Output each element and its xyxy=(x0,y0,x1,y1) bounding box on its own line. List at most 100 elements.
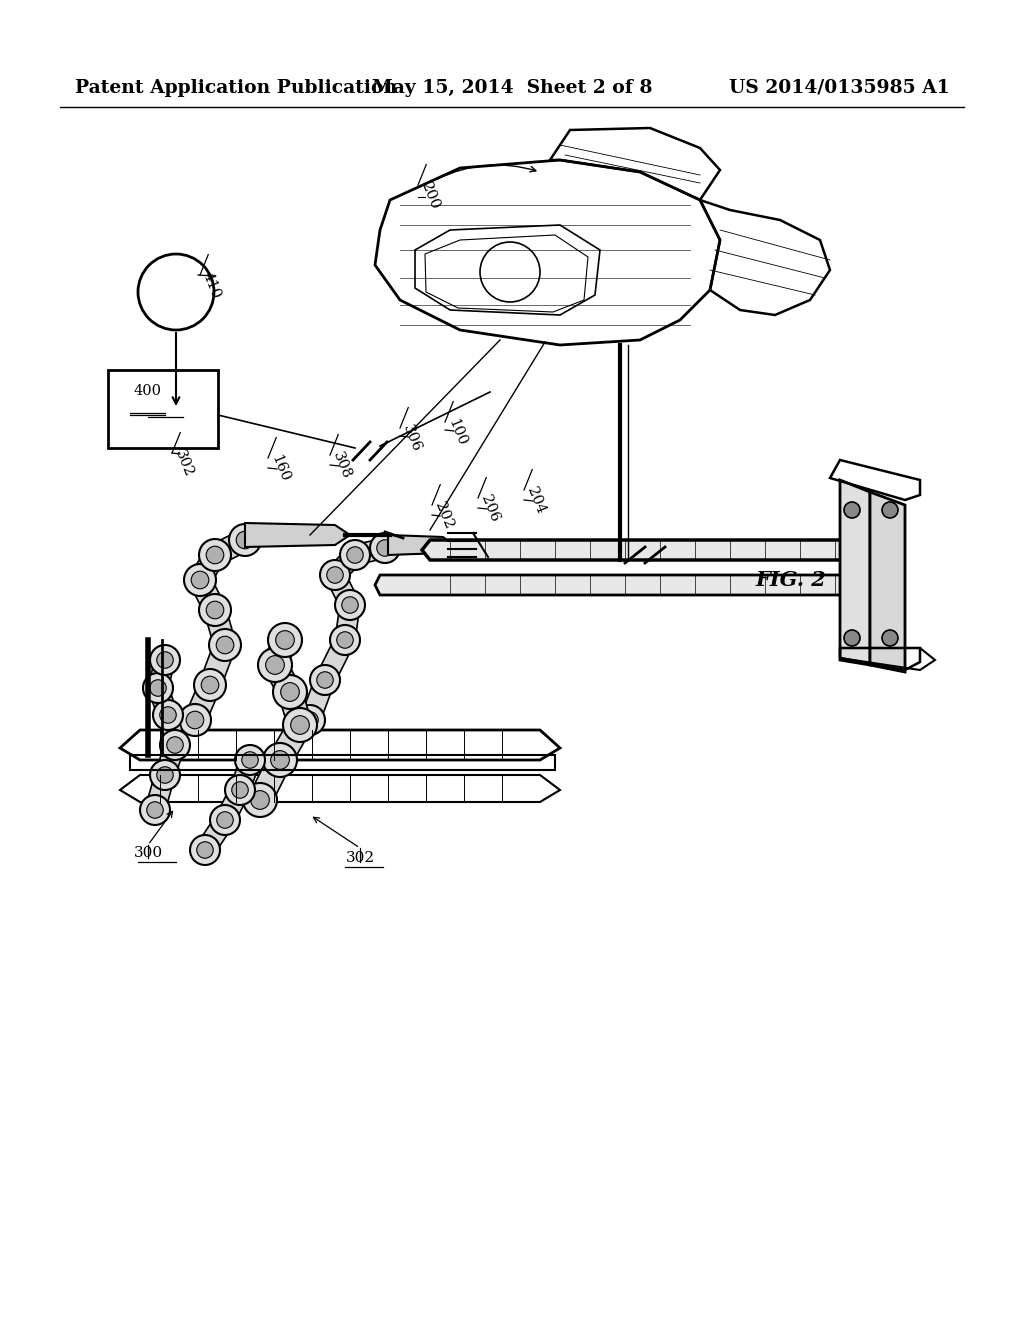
Circle shape xyxy=(275,631,294,649)
Polygon shape xyxy=(159,713,184,747)
Polygon shape xyxy=(352,539,387,565)
Circle shape xyxy=(270,751,290,770)
Polygon shape xyxy=(335,603,359,642)
Polygon shape xyxy=(190,576,225,615)
Polygon shape xyxy=(200,642,236,689)
Text: 200: 200 xyxy=(418,180,442,213)
Circle shape xyxy=(209,630,241,661)
Circle shape xyxy=(370,533,400,564)
Circle shape xyxy=(281,682,299,701)
Text: May 15, 2014  Sheet 2 of 8: May 15, 2014 Sheet 2 of 8 xyxy=(372,79,652,96)
Circle shape xyxy=(146,801,163,818)
Circle shape xyxy=(143,673,173,704)
Circle shape xyxy=(316,672,333,688)
Circle shape xyxy=(882,630,898,645)
Circle shape xyxy=(302,711,318,729)
Text: 302: 302 xyxy=(172,447,196,479)
Polygon shape xyxy=(375,576,850,595)
Polygon shape xyxy=(279,689,311,729)
Circle shape xyxy=(330,624,360,655)
Circle shape xyxy=(210,805,240,836)
Circle shape xyxy=(377,540,393,556)
Circle shape xyxy=(206,546,224,564)
Circle shape xyxy=(216,636,233,653)
Circle shape xyxy=(237,531,254,549)
Polygon shape xyxy=(840,480,870,665)
Circle shape xyxy=(201,676,219,694)
Polygon shape xyxy=(301,676,335,723)
Circle shape xyxy=(268,623,302,657)
Circle shape xyxy=(347,546,364,564)
Polygon shape xyxy=(197,814,233,855)
Circle shape xyxy=(179,704,211,737)
Text: 100: 100 xyxy=(445,417,468,447)
Text: 410: 410 xyxy=(200,269,223,301)
Text: 160: 160 xyxy=(268,453,292,484)
Circle shape xyxy=(295,705,325,735)
Circle shape xyxy=(337,632,353,648)
Text: FIG. 2: FIG. 2 xyxy=(755,570,825,590)
Text: US 2014/0135985 A1: US 2014/0135985 A1 xyxy=(729,79,950,96)
Circle shape xyxy=(206,601,224,619)
Text: 300: 300 xyxy=(133,846,163,861)
Circle shape xyxy=(291,715,309,734)
Text: 204: 204 xyxy=(524,484,548,516)
Polygon shape xyxy=(145,772,175,813)
Polygon shape xyxy=(422,540,848,560)
Circle shape xyxy=(140,795,170,825)
Circle shape xyxy=(242,752,258,768)
Polygon shape xyxy=(190,549,224,586)
Circle shape xyxy=(319,560,350,590)
Circle shape xyxy=(273,675,307,709)
Circle shape xyxy=(150,645,180,675)
Circle shape xyxy=(229,524,261,556)
Circle shape xyxy=(231,781,248,799)
Polygon shape xyxy=(264,635,296,669)
Circle shape xyxy=(157,652,173,668)
Polygon shape xyxy=(870,492,905,672)
Circle shape xyxy=(310,665,340,696)
Polygon shape xyxy=(156,742,184,779)
Circle shape xyxy=(342,597,358,614)
Circle shape xyxy=(225,775,255,805)
Text: 206: 206 xyxy=(478,492,502,524)
Circle shape xyxy=(190,836,220,865)
Circle shape xyxy=(844,502,860,517)
Circle shape xyxy=(150,760,180,789)
Polygon shape xyxy=(388,535,453,554)
Text: 202: 202 xyxy=(432,500,456,531)
Circle shape xyxy=(191,572,209,589)
Polygon shape xyxy=(326,570,359,610)
Circle shape xyxy=(197,842,213,858)
Circle shape xyxy=(194,669,226,701)
Circle shape xyxy=(283,708,317,742)
Circle shape xyxy=(157,767,173,783)
Circle shape xyxy=(340,540,370,570)
Polygon shape xyxy=(216,785,249,825)
Text: 306: 306 xyxy=(400,422,424,454)
Circle shape xyxy=(160,730,190,760)
Circle shape xyxy=(251,791,269,809)
Polygon shape xyxy=(205,607,236,648)
Polygon shape xyxy=(245,523,350,546)
Text: 308: 308 xyxy=(330,450,353,480)
Polygon shape xyxy=(249,755,291,805)
Text: Patent Application Publication: Patent Application Publication xyxy=(75,79,397,96)
Circle shape xyxy=(265,656,285,675)
Circle shape xyxy=(160,706,176,723)
Polygon shape xyxy=(210,531,250,565)
Polygon shape xyxy=(264,659,300,698)
Circle shape xyxy=(258,648,292,682)
Polygon shape xyxy=(328,548,362,582)
Circle shape xyxy=(335,590,365,620)
Circle shape xyxy=(844,630,860,645)
Polygon shape xyxy=(316,635,354,685)
Circle shape xyxy=(184,564,216,597)
Circle shape xyxy=(327,566,343,583)
Circle shape xyxy=(167,737,183,754)
Polygon shape xyxy=(148,685,177,718)
Circle shape xyxy=(186,711,204,729)
Circle shape xyxy=(263,743,297,777)
Polygon shape xyxy=(185,681,220,725)
Circle shape xyxy=(882,502,898,517)
